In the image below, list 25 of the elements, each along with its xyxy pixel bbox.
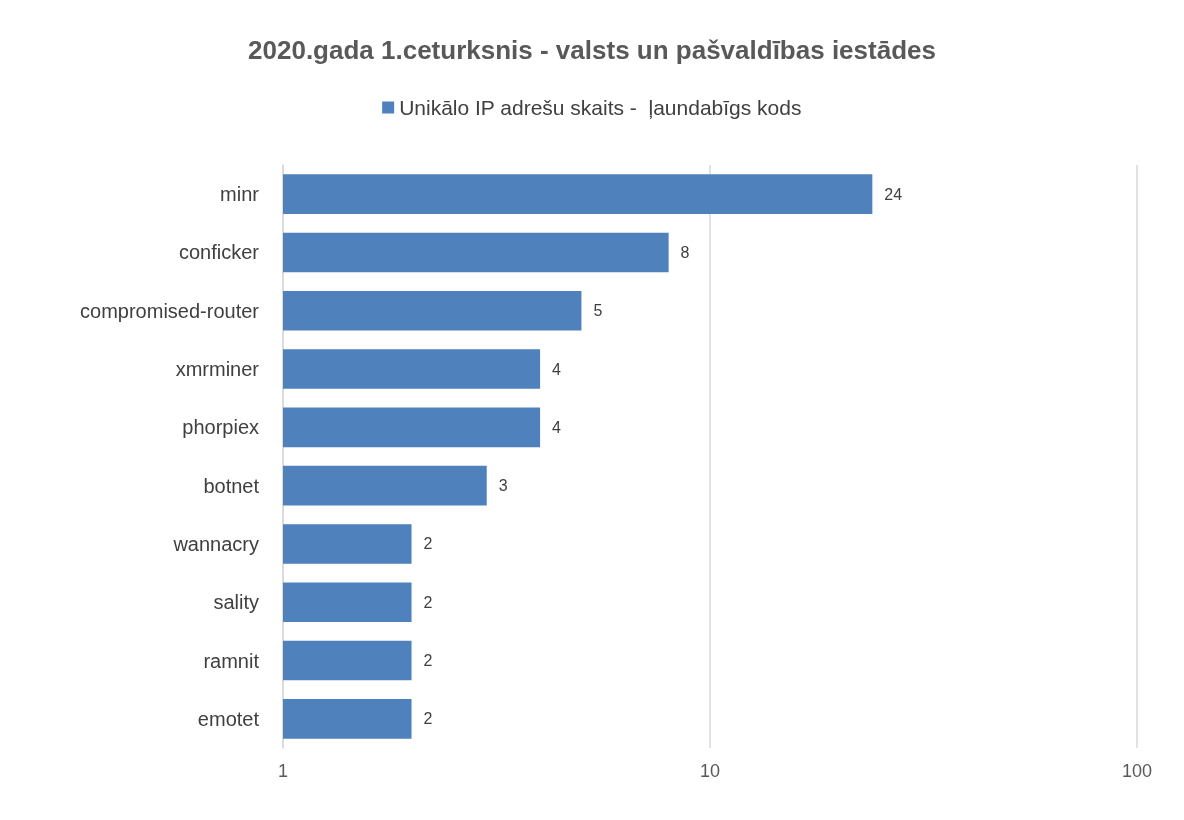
y-tick-label: xmrminer bbox=[175, 358, 260, 381]
chart-title: 2020.gada 1.ceturksnis - valsts un pašvaldības iestādes bbox=[248, 35, 936, 65]
x-tick-label: 10 bbox=[699, 761, 721, 781]
data-label: 2 bbox=[423, 535, 433, 553]
y-tick-label: minr bbox=[220, 183, 260, 206]
y-tick-label: sality bbox=[213, 591, 259, 614]
data-label: 8 bbox=[680, 243, 690, 261]
data-label: 2 bbox=[423, 593, 433, 611]
data-label: 4 bbox=[552, 360, 562, 378]
data-label: 2 bbox=[423, 710, 433, 728]
y-tick-label: emotet bbox=[197, 707, 260, 730]
y-tick-label: wannacry bbox=[172, 532, 259, 555]
data-label: 2 bbox=[423, 652, 433, 670]
y-tick-label: conficker bbox=[178, 241, 260, 264]
y-tick-label: botnet bbox=[203, 474, 260, 497]
data-label: 3 bbox=[498, 477, 508, 495]
y-tick-label: phorpiex bbox=[182, 416, 259, 439]
x-tick-label: 1 bbox=[277, 761, 289, 781]
data-label: 24 bbox=[884, 185, 903, 203]
data-label: 4 bbox=[552, 418, 562, 436]
y-tick-label: compromised-router bbox=[80, 299, 260, 322]
data-label: 5 bbox=[593, 302, 603, 320]
legend-label: Unikālo IP adrešu skaits - ļaundabīgs kods bbox=[399, 96, 802, 119]
y-tick-label: ramnit bbox=[203, 649, 260, 672]
x-tick-label: 100 bbox=[1121, 761, 1153, 781]
